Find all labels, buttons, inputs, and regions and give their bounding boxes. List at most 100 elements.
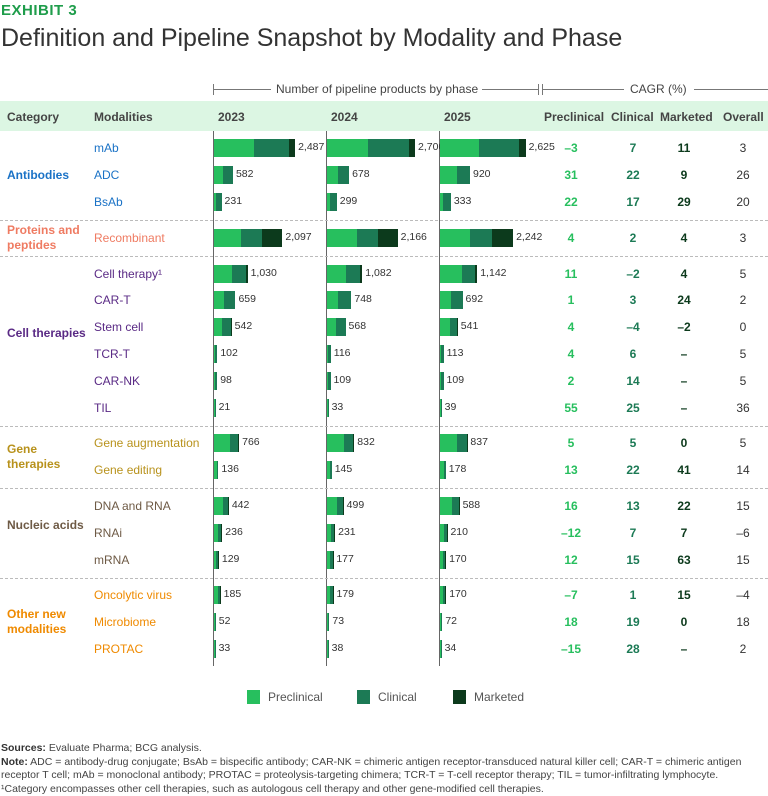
sources-text: Evaluate Pharma; BCG analysis. (45, 742, 202, 754)
cagr-marketed: 11 (677, 141, 691, 156)
modality-label: CAR-NK (94, 373, 141, 388)
bar-segment-preclinical (327, 139, 368, 158)
legend-swatch-preclinical (247, 690, 260, 704)
bar-segment-marketed (221, 523, 223, 542)
bar-total-label: 2,700 (418, 141, 445, 154)
bar-segment-clinical (215, 193, 222, 211)
bar-segment-preclinical (327, 318, 336, 337)
cagr-clinical: 15 (626, 552, 640, 567)
cagr-overall: 2 (739, 642, 747, 656)
bar-segment-preclinical (440, 550, 444, 569)
bar-segment-preclinical (327, 398, 328, 417)
bar-total-label: 52 (218, 615, 231, 628)
bar-total-label: 170 (449, 588, 467, 601)
modality-label: Recombinant (94, 230, 165, 245)
bar-segment-clinical (331, 523, 335, 542)
bar-total-label: 1,030 (250, 266, 277, 279)
bar-total-label: 2,166 (400, 230, 427, 243)
bar-segment-marketed (456, 318, 458, 337)
bar-total-label: 177 (336, 552, 354, 565)
bar-segment-clinical (330, 586, 333, 605)
category-label: Antibodies (7, 168, 69, 183)
footnote: ¹Category encompasses other cell therapi… (1, 782, 544, 795)
bar-segment-preclinical (327, 523, 332, 542)
bar-total-label: 299 (339, 195, 358, 207)
bar-segment-clinical (328, 613, 330, 632)
cagr-preclinical: 22 (564, 195, 578, 209)
cagr-preclinical: –12 (560, 525, 582, 540)
bar-segment-preclinical (214, 497, 224, 515)
cagr-clinical: 13 (626, 499, 640, 513)
bar-segment-preclinical (214, 291, 225, 310)
cagr-marketed: 7 (680, 525, 688, 540)
bar-total-label: 692 (465, 293, 484, 306)
modality-label: TIL (94, 400, 112, 415)
bar-total-label: 231 (338, 525, 356, 538)
bar-total-label: 1,082 (365, 266, 392, 279)
pipeline-group-header: Number of pipeline products by phase (276, 82, 479, 96)
modality-label: BsAb (94, 195, 123, 209)
bar-total-label: 129 (221, 552, 240, 565)
bar-segment-preclinical (440, 139, 480, 158)
cagr-clinical: 7 (629, 525, 637, 540)
bar-segment-preclinical (327, 193, 330, 211)
bar-segment-preclinical (214, 613, 215, 632)
bar-segment-preclinical (440, 193, 444, 211)
modality-label: Cell therapy¹ (94, 266, 163, 281)
bar-segment-preclinical (214, 166, 224, 185)
group-line (694, 89, 768, 90)
cagr-overall: –4 (736, 588, 750, 603)
cagr-preclinical: 5 (567, 436, 575, 451)
cagr-overall: 5 (739, 347, 747, 361)
bar-segment-clinical (335, 318, 346, 337)
bar-segment-clinical (441, 371, 444, 390)
cagr-marketed: 24 (677, 293, 691, 308)
modality-label: Oncolytic virus (94, 588, 173, 603)
cagr-marketed: 22 (677, 499, 691, 513)
group-line (542, 89, 624, 90)
bar-segment-clinical (214, 398, 216, 417)
bar-segment-marketed (219, 586, 221, 605)
cagr-clinical: 7 (629, 141, 637, 156)
bar-segment-clinical (229, 434, 239, 453)
cagr-overall: 14 (736, 463, 750, 478)
cagr-preclinical: 2 (567, 373, 575, 388)
bar-segment-marketed (519, 139, 526, 158)
header-overall: Overall (723, 110, 764, 124)
bar-total-label: 542 (234, 320, 253, 333)
cagr-overall: 5 (739, 266, 747, 281)
legend-marketed: Marketed (474, 690, 525, 704)
bar-segment-preclinical (440, 166, 457, 185)
bar-segment-preclinical (214, 139, 255, 158)
bar-total-label: 116 (333, 347, 351, 359)
modality-label: RNAi (94, 525, 123, 540)
bar-segment-marketed (218, 550, 219, 569)
bar-segment-marketed (445, 550, 447, 569)
cagr-preclinical: 31 (564, 168, 578, 183)
cagr-clinical: 6 (629, 347, 637, 361)
bar-total-label: 178 (448, 463, 467, 476)
bar-total-label: 179 (336, 588, 355, 601)
header-2025: 2025 (444, 110, 471, 124)
cagr-preclinical: 4 (567, 347, 575, 361)
bar-segment-preclinical (327, 550, 331, 569)
bar-total-label: 2,097 (285, 230, 312, 243)
bar-segment-clinical (218, 523, 222, 542)
cagr-marketed: 63 (677, 552, 691, 567)
bar-segment-marketed (332, 550, 334, 569)
cagr-overall: 3 (739, 230, 747, 245)
bar-total-label: 145 (334, 463, 353, 476)
bar-segment-clinical (214, 640, 216, 658)
category-divider (0, 577, 768, 579)
cagr-preclinical: 11 (564, 266, 578, 281)
bar-total-label: 236 (225, 525, 243, 538)
bar-segment-clinical (461, 264, 475, 283)
axis-line-2025 (439, 131, 440, 666)
bar-total-label: 72 (445, 615, 458, 628)
bar-segment-clinical (337, 497, 343, 515)
bar-total-label: 170 (449, 552, 467, 565)
bar-total-label: 1,142 (480, 266, 507, 279)
exhibit-label: EXHIBIT 3 (1, 2, 78, 19)
bar-segment-clinical (330, 550, 333, 569)
